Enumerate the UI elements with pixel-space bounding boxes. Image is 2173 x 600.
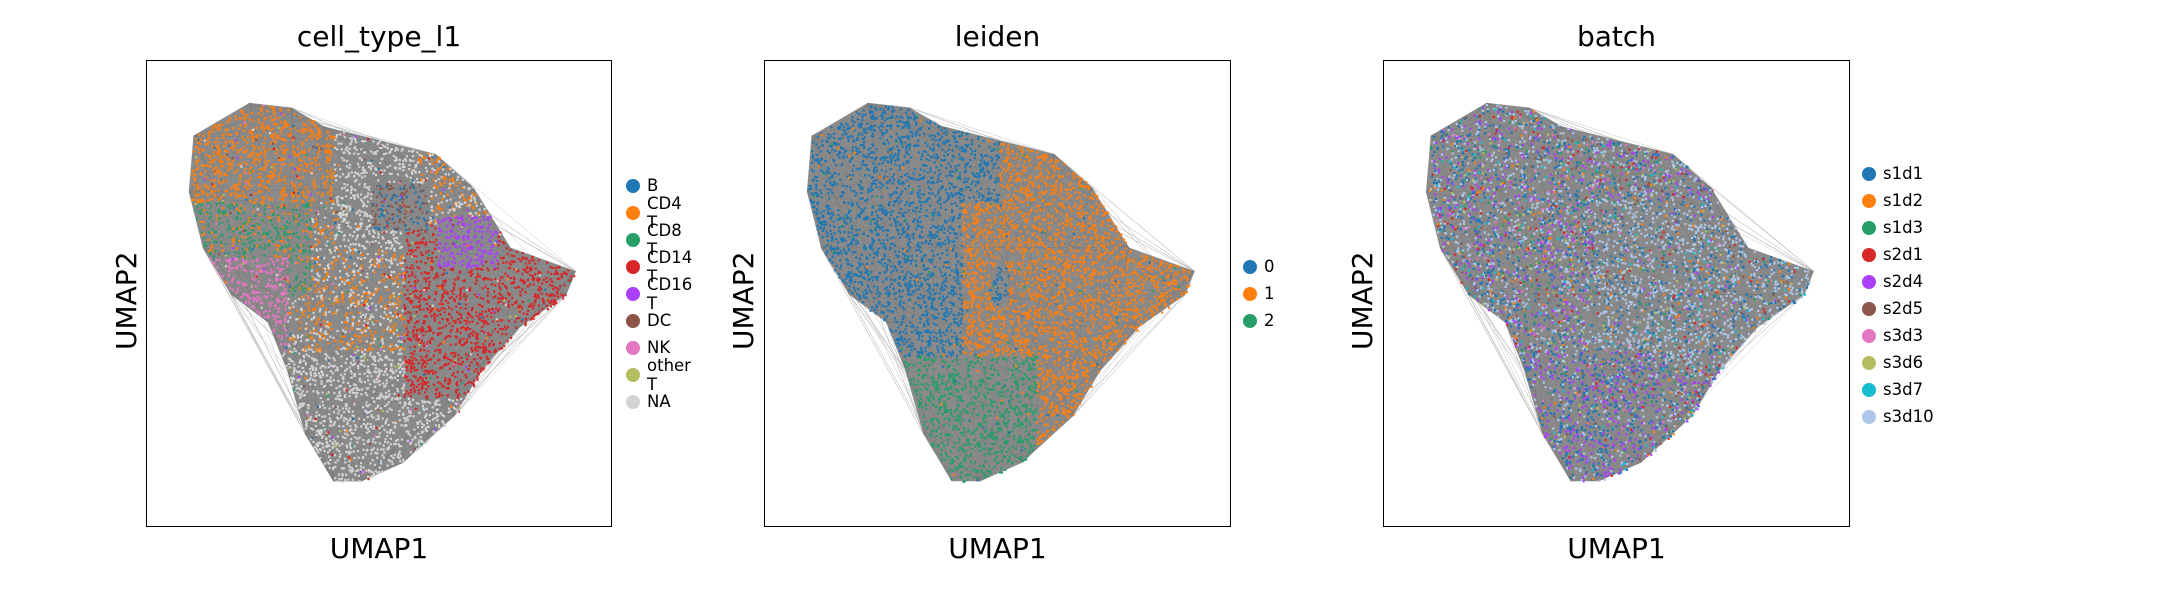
- legend-entry: NK: [626, 334, 692, 361]
- legend: 0 1 2: [1243, 253, 1275, 334]
- y-axis-label: UMAP2: [110, 251, 143, 350]
- legend-marker: [1862, 382, 1876, 397]
- legend-entry: CD4 T: [626, 194, 692, 232]
- legend-entry: s3d3: [1862, 322, 1934, 349]
- legend-marker: [626, 286, 640, 301]
- legend-marker: [626, 205, 640, 220]
- legend-marker: [626, 259, 640, 274]
- legend-entry: B: [626, 172, 692, 199]
- legend-marker: [1862, 220, 1876, 235]
- legend-entry: other T: [626, 356, 692, 394]
- legend-label: s3d10: [1883, 407, 1934, 426]
- legend-marker: [626, 394, 640, 409]
- legend-entry: s2d4: [1862, 268, 1934, 295]
- legend-marker: [1862, 193, 1876, 208]
- legend-label: 1: [1264, 284, 1275, 303]
- legend-label: s3d7: [1883, 380, 1924, 399]
- legend-entry: CD8 T: [626, 221, 692, 259]
- chart-title: cell_type_l1: [296, 20, 462, 53]
- legend-marker: [626, 232, 640, 247]
- y-axis-label: UMAP2: [1346, 251, 1379, 350]
- x-axis-label: UMAP1: [1567, 532, 1666, 565]
- legend-marker: [1862, 355, 1876, 370]
- legend-label: 2: [1264, 311, 1275, 330]
- legend-label: s2d5: [1883, 299, 1924, 318]
- y-axis-label: UMAP2: [727, 251, 760, 350]
- legend: B CD4 T CD8 T CD14 T CD16 T DC NK other T NA: [626, 172, 692, 415]
- legend-label: CD4 T: [647, 193, 682, 232]
- plot-area: [764, 60, 1231, 527]
- umap-scatter: [806, 102, 1195, 484]
- legend-marker: [1862, 274, 1876, 289]
- legend-marker: [1862, 166, 1876, 181]
- legend-marker: [626, 178, 640, 193]
- legend-entry: NA: [626, 388, 692, 415]
- chart-title: leiden: [954, 20, 1041, 53]
- legend-entry: 1: [1243, 280, 1275, 307]
- legend-entry: s1d1: [1862, 160, 1934, 187]
- graph-edge-lines: [1425, 102, 1814, 482]
- x-axis-label: UMAP1: [329, 532, 429, 565]
- legend-entry: s2d5: [1862, 295, 1934, 322]
- plot-area: [1383, 60, 1850, 527]
- legend-label: CD14 T: [647, 247, 693, 286]
- legend-marker: [1862, 409, 1876, 424]
- legend-entry: s3d7: [1862, 376, 1934, 403]
- legend-marker: [1862, 328, 1876, 343]
- umap-scatter: [188, 102, 576, 484]
- legend-entry: 2: [1243, 307, 1275, 334]
- legend-entry: DC: [626, 307, 692, 334]
- cell-points: [1428, 104, 1811, 483]
- legend-label: s2d4: [1883, 272, 1924, 291]
- legend-marker: [626, 340, 640, 355]
- umap-scatter: [1425, 102, 1814, 483]
- legend-label: s1d3: [1883, 218, 1924, 237]
- legend-label: other T: [647, 355, 691, 394]
- legend-marker: [1243, 259, 1257, 274]
- legend-label: CD8 T: [647, 220, 682, 259]
- legend-marker: [626, 367, 640, 382]
- legend-entry: s3d6: [1862, 349, 1934, 376]
- chart-title: batch: [1576, 20, 1657, 53]
- legend-label: B: [647, 176, 659, 195]
- legend-entry: s2d1: [1862, 241, 1934, 268]
- cell-points: [190, 104, 576, 484]
- legend-marker: [626, 313, 640, 328]
- legend-label: DC: [647, 311, 672, 330]
- legend-entry: CD16 T: [626, 275, 692, 313]
- legend-label: s2d1: [1883, 245, 1924, 264]
- x-axis-label: UMAP1: [948, 532, 1047, 565]
- legend-label: s3d3: [1883, 326, 1924, 345]
- legend-entry: s1d2: [1862, 187, 1934, 214]
- plot-area: [146, 60, 612, 527]
- legend-label: 0: [1264, 257, 1275, 276]
- legend-entry: s1d3: [1862, 214, 1934, 241]
- legend-entry: s3d10: [1862, 403, 1934, 430]
- legend-label: s1d2: [1883, 191, 1924, 210]
- legend-label: CD16 T: [647, 274, 693, 313]
- legend-entry: 0: [1243, 253, 1275, 280]
- legend-marker: [1862, 247, 1876, 262]
- legend-marker: [1862, 301, 1876, 316]
- legend-label: s3d6: [1883, 353, 1924, 372]
- legend-label: s1d1: [1883, 164, 1924, 183]
- legend-marker: [1243, 286, 1257, 301]
- legend-marker: [1243, 313, 1257, 328]
- cell-points: [807, 105, 1191, 484]
- legend-label: NK: [647, 338, 671, 357]
- legend-entry: CD14 T: [626, 248, 692, 286]
- legend: s1d1 s1d2 s1d3 s2d1 s2d4 s2d5 s3d3 s3d6 s3d7 s3d1…: [1862, 160, 1934, 430]
- legend-label: NA: [647, 392, 671, 411]
